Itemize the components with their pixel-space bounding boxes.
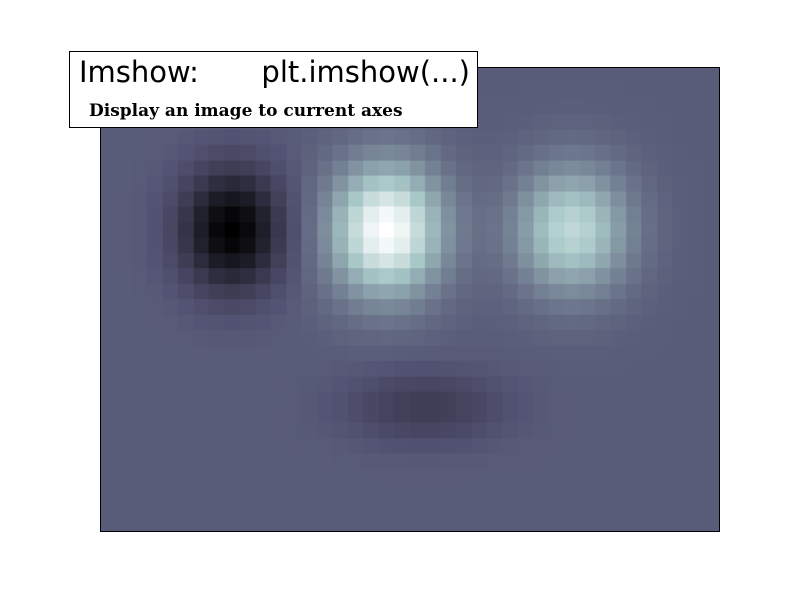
subtitle: Display an image to current axes bbox=[89, 101, 403, 121]
title-heading: Imshow: bbox=[79, 55, 199, 89]
heatmap-image bbox=[101, 68, 719, 531]
title-code: plt.imshow(...) bbox=[261, 55, 470, 89]
title-box: Imshow: plt.imshow(...) Display an image… bbox=[69, 51, 478, 128]
image-axes bbox=[100, 67, 720, 532]
